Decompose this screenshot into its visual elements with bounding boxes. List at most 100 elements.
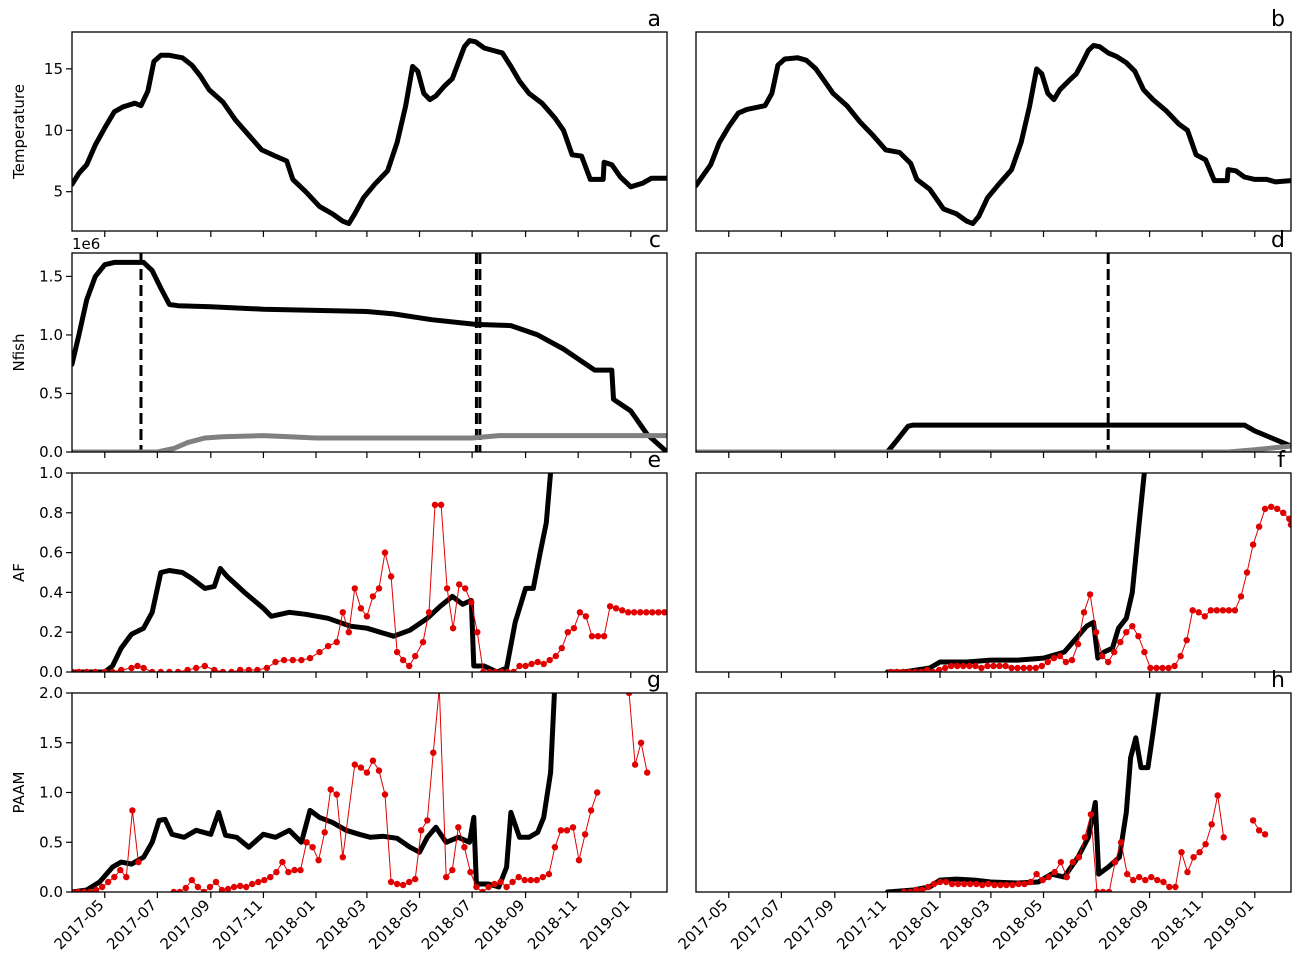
panel-e: 0.0 0.2 0.4 0.6 0.8 1.0 AF e bbox=[10, 448, 668, 681]
x-tick-label: 2017-11 bbox=[209, 896, 266, 953]
data-point-observed bbox=[170, 888, 177, 892]
data-point-observed bbox=[900, 888, 907, 892]
data-point-observed bbox=[117, 866, 124, 874]
y-tick-label: 0.5 bbox=[39, 384, 63, 402]
plot-area bbox=[72, 38, 667, 227]
data-point-observed bbox=[516, 662, 523, 670]
y-tick-label: 0.0 bbox=[39, 443, 63, 461]
panel-label: e bbox=[647, 448, 661, 473]
data-point-observed bbox=[960, 662, 967, 670]
data-point-observed bbox=[74, 888, 82, 892]
data-point-observed bbox=[486, 668, 493, 672]
data-point-observed bbox=[449, 625, 457, 632]
data-point-observed bbox=[973, 880, 980, 888]
data-point-observed bbox=[1153, 664, 1160, 672]
data-point-observed bbox=[1014, 664, 1021, 672]
offset-text: 1e6 bbox=[72, 235, 100, 253]
data-point-observed bbox=[1062, 658, 1070, 666]
y-axis-label: AF bbox=[10, 563, 28, 582]
x-tick-label: 2018-03 bbox=[313, 896, 370, 953]
data-point-observed bbox=[418, 827, 425, 834]
axes-frame bbox=[695, 692, 1292, 893]
data-point-observed bbox=[936, 666, 943, 672]
plot-area bbox=[72, 253, 667, 452]
panel-a: 5 10 15 Temperature a bbox=[10, 7, 668, 237]
data-point-observed bbox=[279, 858, 286, 866]
data-point-observed bbox=[118, 666, 125, 672]
data-point-observed bbox=[1286, 515, 1291, 522]
x-tick-label: 2018-05 bbox=[365, 896, 422, 953]
data-point-observed bbox=[1117, 638, 1124, 646]
data-point-observed bbox=[357, 764, 365, 771]
data-point-observed bbox=[1026, 664, 1033, 672]
data-point-observed bbox=[588, 633, 596, 640]
data-point-observed bbox=[393, 648, 401, 656]
panel-f: f bbox=[695, 448, 1292, 678]
data-point-observed bbox=[467, 868, 474, 876]
data-point-observed bbox=[462, 585, 469, 592]
data-point-observed bbox=[985, 880, 992, 888]
data-point-observed bbox=[149, 668, 156, 672]
data-point-observed bbox=[387, 878, 395, 886]
data-point-observed bbox=[135, 858, 142, 866]
panel-label: d bbox=[1271, 228, 1285, 253]
data-point-observed bbox=[1092, 629, 1100, 636]
data-point-observed bbox=[1147, 664, 1154, 672]
data-point-observed bbox=[1195, 609, 1202, 616]
data-point-observed bbox=[431, 501, 439, 508]
data-point-observed bbox=[1129, 623, 1136, 630]
data-point-observed bbox=[582, 613, 590, 620]
data-point-observed bbox=[552, 652, 559, 660]
panel-label: c bbox=[649, 228, 661, 253]
data-point-observed bbox=[194, 883, 202, 891]
data-point-observed bbox=[245, 666, 252, 672]
data-point-observed bbox=[381, 549, 389, 556]
data-point-observed bbox=[521, 876, 528, 884]
data-point-observed bbox=[211, 666, 218, 672]
series-line-observed bbox=[628, 693, 648, 773]
data-point-observed bbox=[563, 827, 571, 834]
panel-g: 2017-052017-072017-092017-112018-012018-… bbox=[10, 668, 668, 953]
data-point-observed bbox=[1274, 505, 1281, 512]
data-point-observed bbox=[1081, 834, 1089, 841]
data-point-observed bbox=[997, 881, 1004, 889]
data-point-observed bbox=[387, 573, 395, 580]
data-point-observed bbox=[201, 662, 208, 670]
data-point-observed bbox=[285, 868, 292, 876]
x-tick-label: 2018-09 bbox=[471, 896, 528, 953]
data-point-observed bbox=[906, 888, 914, 892]
data-point-observed bbox=[443, 873, 450, 881]
data-point-observed bbox=[1038, 662, 1046, 670]
panel-label: h bbox=[1271, 668, 1285, 693]
data-point-observed bbox=[255, 878, 262, 886]
series-line-main bbox=[72, 693, 557, 892]
data-point-observed bbox=[363, 613, 371, 620]
data-point-observed bbox=[581, 831, 589, 838]
data-point-observed bbox=[291, 866, 298, 874]
data-point-observed bbox=[267, 873, 274, 881]
data-point-observed bbox=[375, 767, 383, 774]
data-point-observed bbox=[134, 662, 141, 670]
data-point-observed bbox=[230, 883, 238, 891]
data-point-observed bbox=[430, 749, 437, 756]
axes-frame bbox=[71, 472, 668, 673]
data-point-observed bbox=[1123, 629, 1130, 636]
axes-frame bbox=[71, 252, 668, 453]
series-line-main bbox=[884, 473, 1147, 672]
data-point-observed bbox=[1255, 523, 1263, 530]
data-point-observed bbox=[504, 668, 511, 672]
data-point-observed bbox=[461, 844, 468, 851]
data-point-observed bbox=[594, 633, 602, 640]
data-point-observed bbox=[237, 666, 244, 672]
data-point-observed bbox=[369, 593, 377, 600]
y-axis-label: PAAM bbox=[10, 772, 28, 814]
data-point-observed bbox=[1074, 640, 1082, 648]
data-point-observed bbox=[569, 824, 577, 831]
data-point-observed bbox=[625, 693, 633, 697]
data-point-observed bbox=[272, 658, 279, 666]
data-point-observed bbox=[539, 873, 546, 881]
data-point-observed bbox=[449, 866, 456, 874]
data-point-observed bbox=[92, 668, 99, 672]
data-point-observed bbox=[929, 668, 937, 672]
data-point-observed bbox=[1087, 811, 1095, 818]
